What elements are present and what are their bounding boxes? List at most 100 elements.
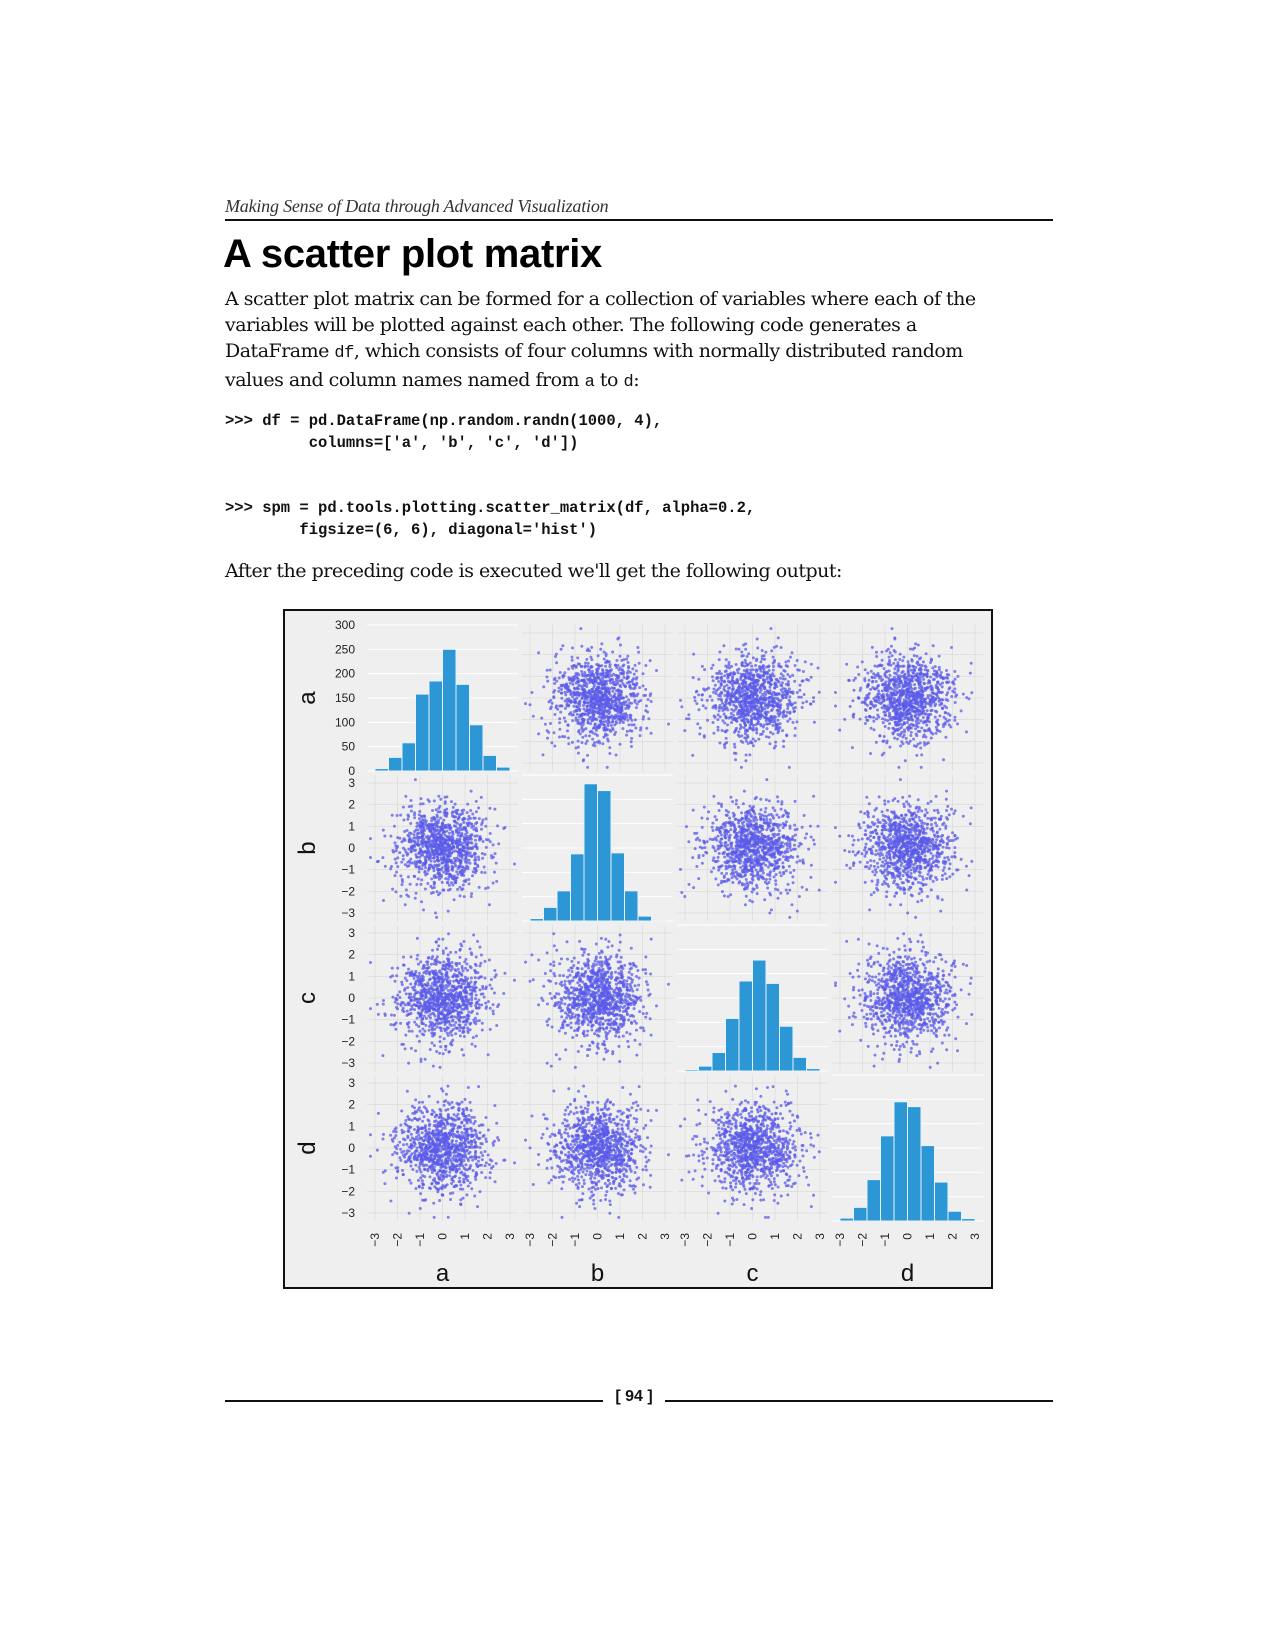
scatter-point	[801, 670, 805, 674]
scatter-point	[925, 709, 929, 713]
scatter-point	[745, 846, 749, 850]
scatter-point	[608, 746, 612, 750]
scatter-point	[935, 685, 939, 689]
scatter-point	[570, 658, 574, 662]
scatter-point	[751, 870, 755, 874]
scatter-point	[691, 856, 695, 860]
scatter-point	[415, 883, 419, 887]
scatter-point	[604, 693, 608, 697]
scatter-point	[572, 710, 576, 714]
scatter-point	[563, 706, 567, 710]
scatter-point	[800, 825, 804, 829]
scatter-point	[723, 823, 727, 827]
scatter-point	[759, 845, 763, 849]
scatter-point	[719, 672, 723, 676]
scatter-point	[440, 880, 444, 884]
scatter-point	[582, 688, 586, 692]
scatter-point	[683, 729, 687, 733]
scatter-point	[604, 664, 608, 668]
scatter-point	[470, 892, 474, 896]
scatter-point	[415, 832, 419, 836]
scatter-point	[583, 670, 587, 674]
scatter-point	[571, 666, 575, 670]
scatter-point	[937, 665, 941, 669]
scatter-point	[738, 840, 742, 844]
scatter-point	[723, 742, 727, 746]
scatter-point	[452, 898, 456, 902]
scatter-point	[494, 861, 498, 865]
scatter-point	[623, 702, 627, 706]
scatter-point	[731, 687, 735, 691]
scatter-point	[755, 708, 759, 712]
scatter-point	[469, 894, 473, 898]
scatter-point	[940, 690, 944, 694]
scatter-point	[602, 650, 606, 654]
scatter-point	[728, 836, 732, 840]
scatter-point	[736, 671, 740, 675]
scatter-point	[731, 800, 735, 804]
scatter-point	[871, 703, 875, 707]
scatter-point	[618, 666, 622, 670]
scatter-point	[745, 870, 749, 874]
scatter-point	[584, 661, 588, 665]
scatter-point	[756, 721, 760, 725]
scatter-point	[592, 685, 596, 689]
scatter-point	[443, 858, 447, 862]
histogram-bar	[570, 853, 585, 922]
scatter-point	[909, 668, 913, 672]
scatter-point	[617, 636, 621, 640]
scatter-point	[414, 836, 418, 840]
scatter-point	[760, 707, 764, 711]
scatter-point	[714, 692, 718, 696]
scatter-point	[897, 685, 901, 689]
scatter-point	[463, 837, 467, 841]
scatter-point	[717, 697, 721, 701]
scatter-point	[470, 822, 474, 826]
scatter-point	[446, 909, 450, 913]
scatter-point	[717, 809, 721, 813]
scatter-point	[885, 687, 889, 691]
scatter-point	[576, 680, 580, 684]
scatter-point	[936, 718, 940, 722]
scatter-point	[697, 877, 701, 881]
scatter-point	[448, 826, 452, 830]
scatter-point	[880, 683, 884, 687]
scatter-point	[605, 714, 609, 718]
scatter-point	[864, 715, 868, 719]
scatter-point	[923, 668, 927, 672]
histogram-bar	[637, 915, 652, 922]
scatter-point	[490, 856, 494, 860]
scatter-point	[870, 680, 874, 684]
scatter-point	[743, 732, 747, 736]
scatter-point	[739, 834, 743, 838]
scatter-point	[745, 696, 749, 700]
scatter-point	[751, 656, 755, 660]
scatter-point	[619, 679, 623, 683]
scatter-point	[915, 722, 919, 726]
scatter-point	[697, 708, 701, 712]
scatter-point	[946, 698, 950, 702]
intro-text-3: to	[594, 369, 624, 391]
scatter-point	[734, 847, 738, 851]
scatter-point	[648, 659, 652, 663]
scatter-point	[768, 877, 772, 881]
scatter-point	[429, 834, 433, 838]
scatter-point	[739, 818, 743, 822]
scatter-point	[772, 823, 776, 827]
scatter-point	[771, 806, 775, 810]
scatter-point	[693, 695, 697, 699]
scatter-point	[693, 699, 697, 703]
scatter-point	[608, 728, 612, 732]
scatter-point	[575, 687, 579, 691]
scatter-point	[582, 680, 586, 684]
scatter-point	[557, 689, 561, 693]
scatter-point	[916, 701, 920, 705]
scatter-point	[513, 862, 516, 866]
scatter-point	[785, 702, 789, 706]
scatter-point	[734, 691, 738, 695]
scatter-point	[953, 718, 957, 722]
scatter-point	[416, 877, 420, 881]
scatter-point	[800, 706, 804, 710]
scatter-point	[718, 741, 722, 745]
scatter-point	[435, 890, 439, 894]
